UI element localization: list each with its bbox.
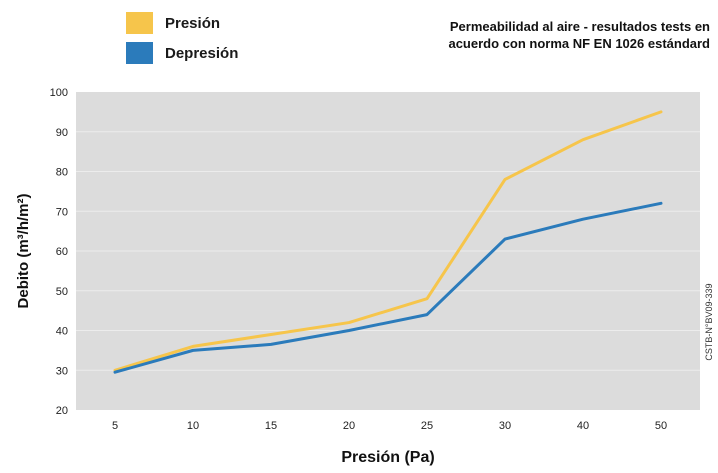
y-tick-label: 90	[56, 127, 68, 139]
y-tick-label: 80	[56, 167, 68, 179]
legend: Presión Depresión	[126, 8, 238, 68]
y-tick-label: 70	[56, 206, 68, 218]
x-tick-label: 20	[343, 420, 355, 432]
certification-label: CSTB-N°BV09-339	[704, 283, 714, 360]
series-lines	[113, 110, 663, 374]
y-tick-label: 40	[56, 326, 68, 338]
y-tick-label: 50	[56, 286, 68, 298]
legend-item-presion: Presión	[126, 8, 238, 38]
x-tick-label: 30	[499, 420, 511, 432]
x-tick-label: 50	[655, 420, 667, 432]
y-tick-label: 30	[56, 365, 68, 377]
legend-item-depresion: Depresión	[126, 38, 238, 68]
x-tick-label: 40	[577, 420, 589, 432]
y-tick-label: 100	[50, 87, 68, 99]
x-tick-label: 25	[421, 420, 433, 432]
y-tick-label: 20	[56, 405, 68, 417]
x-tick-label: 10	[187, 420, 199, 432]
x-tick-label: 5	[112, 420, 118, 432]
legend-swatch-presion	[126, 12, 153, 34]
gridlines	[76, 131, 700, 371]
chart-title-line-2: acuerdo con norma NF EN 1026 estándard	[448, 36, 710, 51]
y-axis-ticks: 20 30 40 50 60 70 80 90 100	[50, 87, 68, 417]
chart-title: Permeabilidad al aire - resultados tests…	[350, 18, 710, 52]
series-line-presion	[113, 110, 663, 372]
y-axis-title: Debito (m³/h/m²)	[15, 194, 32, 309]
x-axis-title: Presión (Pa)	[341, 449, 434, 466]
x-tick-label: 15	[265, 420, 277, 432]
x-axis-ticks: 5 10 15 20 25 30 40 50	[112, 420, 667, 432]
legend-swatch-depresion	[126, 42, 153, 64]
chart-title-line-1: Permeabilidad al aire - resultados tests…	[449, 19, 710, 34]
legend-label-depresion: Depresión	[165, 44, 239, 62]
y-tick-label: 60	[56, 246, 68, 258]
legend-label-presion: Presión	[165, 14, 221, 32]
series-line-depresion	[113, 201, 663, 374]
